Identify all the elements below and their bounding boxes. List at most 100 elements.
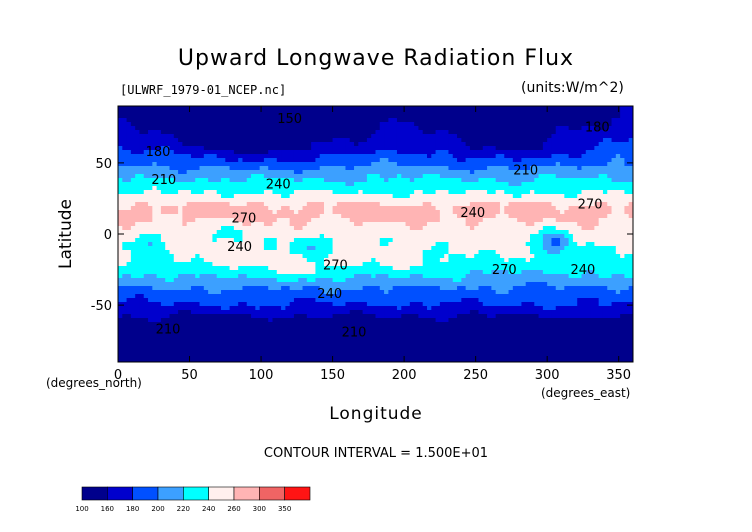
heatmap-cell xyxy=(268,270,273,275)
heatmap-cell xyxy=(504,106,510,111)
heatmap-cell xyxy=(409,138,415,143)
heatmap-cell xyxy=(568,158,574,163)
heatmap-cell xyxy=(371,226,376,231)
heatmap-cell xyxy=(285,270,291,275)
heatmap-cell xyxy=(178,210,183,215)
heatmap-cell xyxy=(405,222,411,227)
heatmap-cell xyxy=(487,218,492,223)
heatmap-cell xyxy=(371,270,376,275)
heatmap-cell xyxy=(461,262,467,267)
heatmap-cell xyxy=(366,118,372,123)
heatmap-cell xyxy=(169,118,175,123)
heatmap-cell xyxy=(538,230,544,235)
heatmap-cell xyxy=(542,206,548,211)
heatmap-cell xyxy=(598,138,604,143)
heatmap-cell xyxy=(560,238,565,243)
heatmap-cell xyxy=(530,130,535,135)
heatmap-cell xyxy=(375,206,381,211)
heatmap-cell xyxy=(568,234,574,239)
heatmap-cell xyxy=(611,162,617,167)
heatmap-cell xyxy=(564,198,570,203)
heatmap-cell xyxy=(427,226,432,231)
heatmap-cell xyxy=(405,258,411,263)
heatmap-cell xyxy=(195,182,201,187)
heatmap-cell xyxy=(491,210,497,215)
heatmap-cell xyxy=(263,254,269,259)
heatmap-cell xyxy=(178,110,183,115)
heatmap-cell xyxy=(259,222,265,227)
heatmap-cell xyxy=(212,182,218,187)
heatmap-cell xyxy=(435,142,441,147)
heatmap-cell xyxy=(345,246,351,251)
heatmap-cell xyxy=(242,230,248,235)
heatmap-cell xyxy=(276,246,282,251)
heatmap-cell xyxy=(118,174,123,179)
heatmap-cell xyxy=(281,190,286,195)
heatmap-cell xyxy=(517,158,522,163)
heatmap-cell xyxy=(624,194,630,199)
heatmap-cell xyxy=(349,142,355,147)
heatmap-cell xyxy=(354,250,359,255)
heatmap-cell xyxy=(409,146,415,151)
heatmap-cell xyxy=(332,182,338,187)
heatmap-cell xyxy=(422,114,428,119)
heatmap-cell xyxy=(298,130,304,135)
heatmap-cell xyxy=(508,234,514,239)
heatmap-cell xyxy=(182,226,188,231)
heatmap-cell xyxy=(259,254,265,259)
heatmap-cell xyxy=(156,214,162,219)
heatmap-cell xyxy=(564,110,570,115)
heatmap-cell xyxy=(452,170,458,175)
heatmap-cell xyxy=(212,266,218,271)
heatmap-cell xyxy=(216,242,222,247)
heatmap-cell xyxy=(169,254,175,259)
heatmap-cell xyxy=(328,254,334,259)
heatmap-cell xyxy=(332,174,338,179)
heatmap-cell xyxy=(594,182,600,187)
heatmap-cell xyxy=(366,186,372,191)
heatmap-cell xyxy=(371,182,376,187)
heatmap-cell xyxy=(409,134,415,139)
heatmap-cell xyxy=(203,114,209,119)
heatmap-cell xyxy=(422,222,428,227)
heatmap-cell xyxy=(203,270,209,275)
heatmap-cell xyxy=(435,198,441,203)
heatmap-cell xyxy=(418,250,424,255)
heatmap-cell xyxy=(233,254,239,259)
heatmap-cell xyxy=(474,154,479,159)
heatmap-cell xyxy=(405,266,411,271)
heatmap-cell xyxy=(246,110,252,115)
heatmap-cell xyxy=(238,206,243,211)
heatmap-cell xyxy=(118,202,123,207)
heatmap-cell xyxy=(259,270,265,275)
heatmap-cell xyxy=(135,118,140,123)
heatmap-cell xyxy=(375,122,381,127)
heatmap-cell xyxy=(495,254,501,259)
heatmap-cell xyxy=(598,226,604,231)
heatmap-cell xyxy=(469,162,475,167)
heatmap-cell xyxy=(379,226,385,231)
heatmap-cell xyxy=(422,134,428,139)
heatmap-cell xyxy=(517,194,522,199)
heatmap-cell xyxy=(512,166,518,171)
heatmap-cell xyxy=(208,110,213,115)
heatmap-cell xyxy=(551,234,557,239)
heatmap-cell xyxy=(517,202,522,207)
heatmap-cell xyxy=(482,134,488,139)
heatmap-cell xyxy=(396,182,402,187)
heatmap-cell xyxy=(118,134,123,139)
heatmap-cell xyxy=(208,166,213,171)
heatmap-cell xyxy=(452,262,458,267)
heatmap-cell xyxy=(229,222,235,227)
heatmap-cell xyxy=(469,238,475,243)
heatmap-cell xyxy=(396,138,402,143)
heatmap-cell xyxy=(615,234,621,239)
heatmap-cell xyxy=(255,138,261,143)
heatmap-cell xyxy=(263,194,269,199)
heatmap-cell xyxy=(478,154,484,159)
heatmap-cell xyxy=(517,222,522,227)
heatmap-cell xyxy=(547,258,552,263)
heatmap-cell xyxy=(564,214,570,219)
heatmap-cell xyxy=(542,238,548,243)
heatmap-cell xyxy=(594,206,600,211)
